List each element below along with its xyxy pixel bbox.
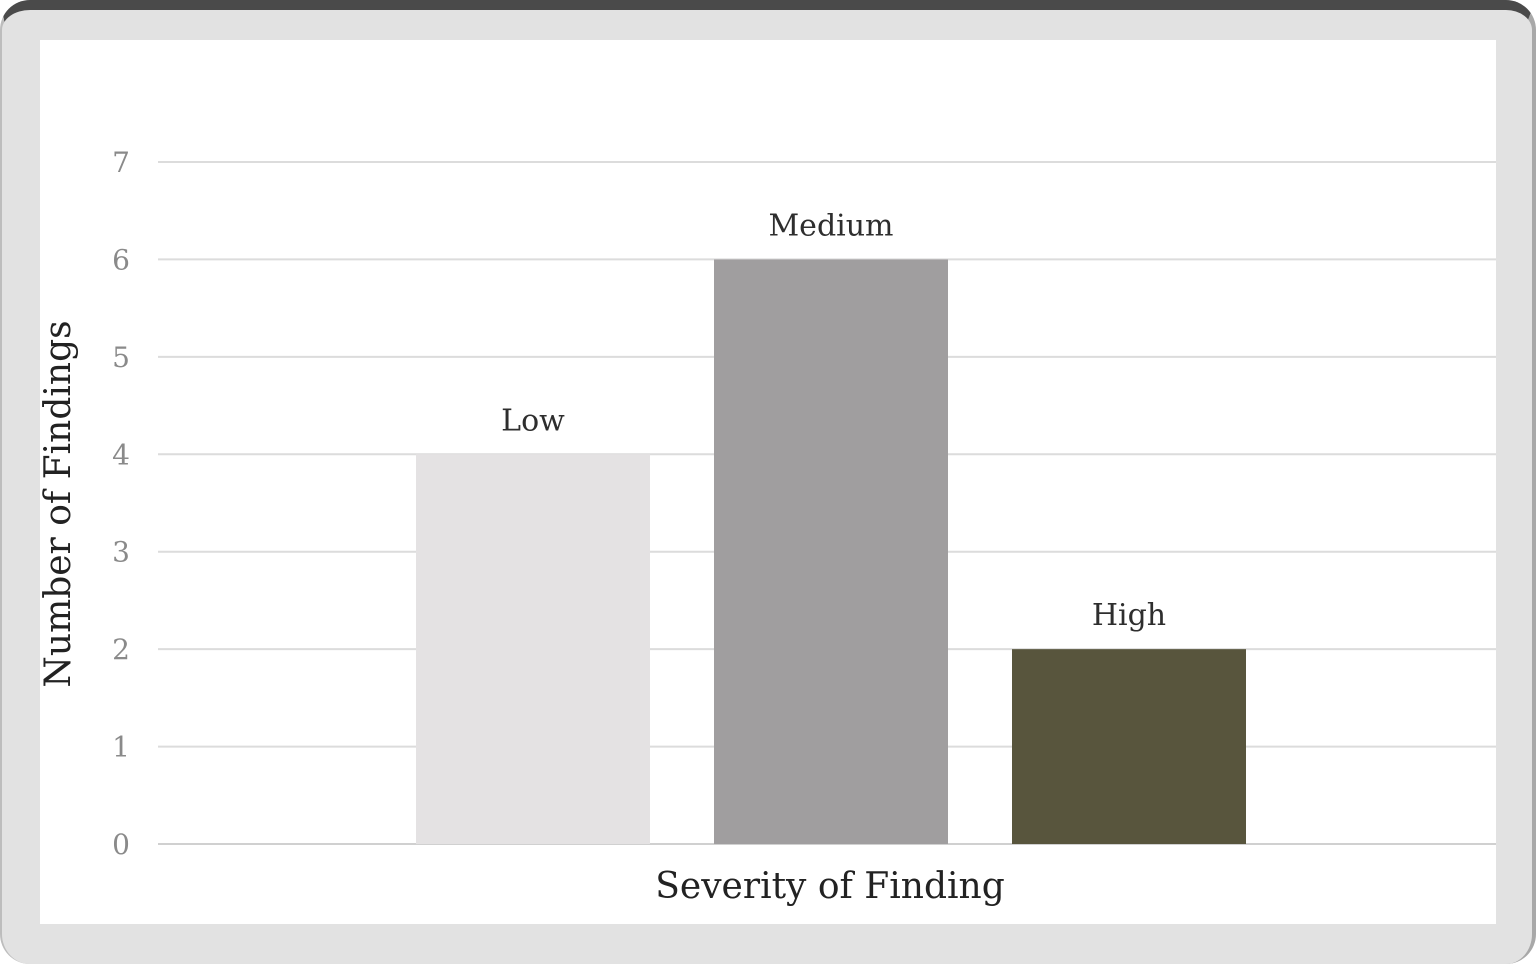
y-tick-label: 1 — [112, 731, 130, 764]
y-axis-title: Number of Findings — [40, 320, 79, 687]
bars — [416, 259, 1246, 844]
bar-low — [416, 454, 650, 844]
x-axis-title: Severity of Finding — [655, 866, 1005, 907]
bar-label-high: High — [1092, 598, 1166, 633]
chart-area: 0 1 2 3 4 5 6 7 Low Medium High Number of Finding… — [40, 40, 1496, 924]
bar-labels: Low Medium High — [501, 208, 1166, 633]
y-tick-label: 7 — [112, 146, 130, 179]
y-tick-label: 4 — [112, 438, 130, 471]
y-tick-label: 5 — [112, 341, 130, 374]
bar-high — [1012, 649, 1246, 844]
bar-medium — [714, 259, 948, 844]
bar-label-low: Low — [501, 403, 565, 438]
bar-label-medium: Medium — [768, 208, 893, 243]
y-axis-ticks: 0 1 2 3 4 5 6 7 — [112, 146, 130, 861]
bar-chart: 0 1 2 3 4 5 6 7 Low Medium High Number of Finding… — [40, 146, 1496, 907]
y-tick-label: 0 — [112, 828, 130, 861]
y-tick-label: 3 — [112, 536, 130, 569]
y-tick-label: 6 — [112, 243, 130, 276]
y-tick-label: 2 — [112, 633, 130, 666]
